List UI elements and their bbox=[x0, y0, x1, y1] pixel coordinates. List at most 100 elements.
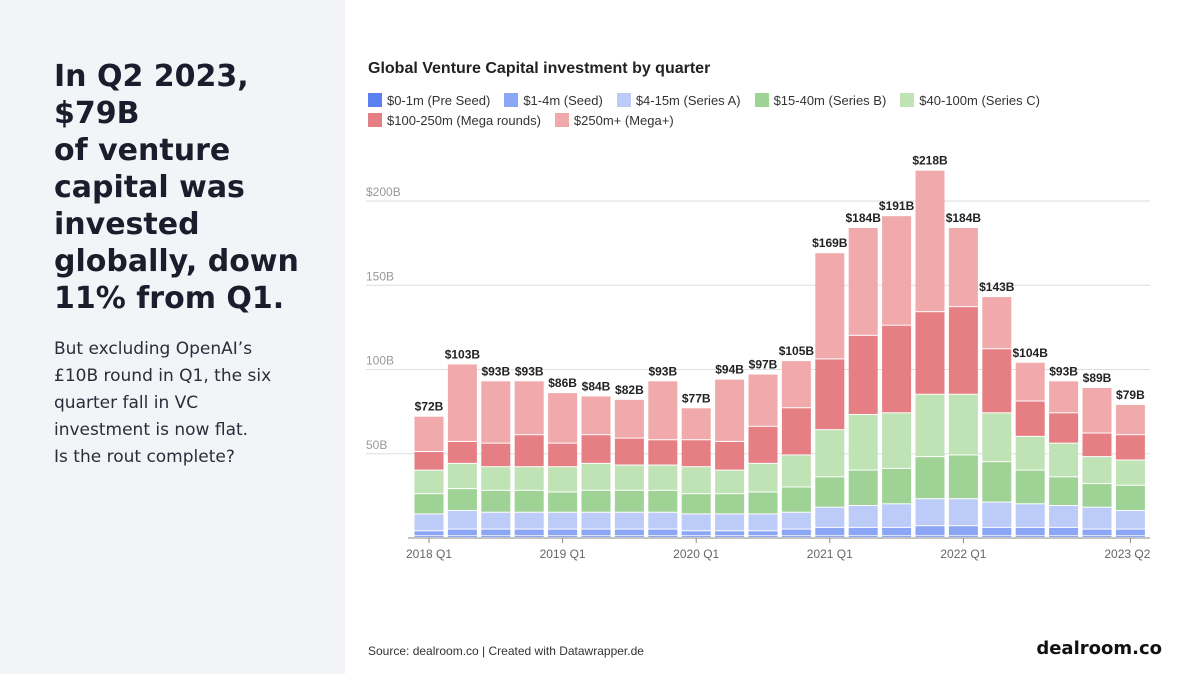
bar-total-label: $218B bbox=[912, 154, 948, 168]
bar-segment bbox=[882, 325, 912, 413]
bar-segment bbox=[548, 443, 578, 467]
bar-total-label: $93B bbox=[648, 364, 677, 378]
legend-label: $40-100m (Series C) bbox=[919, 92, 1040, 108]
legend-item: $100-250m (Mega rounds) bbox=[368, 113, 541, 128]
bar-segment bbox=[848, 505, 878, 527]
bar-segment bbox=[414, 494, 444, 514]
bar-segment bbox=[1015, 436, 1045, 470]
headline: In Q2 2023, $79B of venture capital was … bbox=[54, 59, 299, 316]
x-tick-label: 2020 Q1 bbox=[673, 547, 719, 561]
bar-segment bbox=[948, 455, 978, 499]
bar-segment bbox=[748, 514, 778, 531]
bar-segment bbox=[915, 457, 945, 499]
y-tick-label: 50B bbox=[366, 438, 387, 452]
bar-total-label: $86B bbox=[548, 376, 577, 390]
bar-segment bbox=[581, 463, 611, 490]
bar-segment bbox=[982, 462, 1012, 502]
bar-segment bbox=[447, 529, 477, 536]
y-tick-label: 100B bbox=[366, 354, 394, 368]
bar-segment bbox=[815, 477, 845, 507]
legend-swatch bbox=[900, 93, 915, 107]
bar-segment bbox=[648, 512, 678, 529]
bar-segment bbox=[982, 502, 1012, 527]
bar-segment bbox=[581, 396, 611, 435]
legend-item: $250m+ (Mega+) bbox=[554, 112, 674, 128]
bar-segment bbox=[982, 349, 1012, 413]
bar-segment bbox=[948, 526, 978, 536]
bar-segment bbox=[1082, 388, 1112, 433]
bar-segment bbox=[414, 452, 444, 470]
bar-segment bbox=[815, 536, 845, 537]
bar-segment bbox=[815, 527, 845, 536]
bar-segment bbox=[948, 227, 978, 307]
bar-segment bbox=[681, 494, 711, 514]
bar-total-label: $82B bbox=[615, 383, 644, 397]
bar-segment bbox=[848, 227, 878, 335]
bar-segment bbox=[548, 467, 578, 492]
bar-segment bbox=[581, 536, 611, 537]
x-tick-label: 2023 Q2 bbox=[1104, 547, 1150, 561]
bar-segment bbox=[1115, 435, 1145, 460]
bar-segment bbox=[481, 490, 511, 512]
bar-segment bbox=[781, 536, 811, 537]
bar-segment bbox=[1082, 484, 1112, 507]
bar-segment bbox=[748, 374, 778, 426]
legend-swatch bbox=[616, 93, 631, 107]
legend-item: $4-15m (Series A) bbox=[616, 93, 741, 108]
bar-segment bbox=[681, 440, 711, 467]
bar-total-label: $143B bbox=[979, 280, 1015, 294]
x-tick-label: 2021 Q1 bbox=[807, 547, 853, 561]
bar-total-label: $104B bbox=[1013, 346, 1049, 360]
x-tick-label: 2019 Q1 bbox=[540, 547, 586, 561]
legend-swatch bbox=[754, 93, 769, 107]
bar-total-label: $89B bbox=[1083, 371, 1112, 385]
bar-segment bbox=[447, 364, 477, 441]
bar-segment bbox=[915, 536, 945, 537]
bar-segment bbox=[481, 529, 511, 536]
chart-legend: $0-1m (Pre Seed) $1-4m (Seed) $4-15m (Seri… bbox=[368, 90, 1088, 130]
bar-segment bbox=[1015, 362, 1045, 401]
bar-segment bbox=[1015, 527, 1045, 536]
bar-segment bbox=[614, 438, 644, 465]
bar-segment bbox=[882, 413, 912, 468]
bar-segment bbox=[848, 527, 878, 536]
bar-segment bbox=[1082, 457, 1112, 484]
bar-segment bbox=[548, 512, 578, 529]
bar-segment bbox=[414, 416, 444, 452]
bar-segment bbox=[648, 490, 678, 512]
bar-segment bbox=[982, 527, 1012, 536]
bar-segment bbox=[748, 426, 778, 463]
bar-segment bbox=[414, 531, 444, 536]
bar-segment bbox=[548, 529, 578, 536]
bar-segment bbox=[514, 467, 544, 490]
bar-segment bbox=[1049, 536, 1079, 537]
bar-segment bbox=[781, 487, 811, 512]
bar-segment bbox=[1082, 536, 1112, 537]
legend-swatch bbox=[368, 93, 382, 107]
bar-segment bbox=[514, 512, 544, 529]
bar-segment bbox=[648, 381, 678, 440]
legend-swatch bbox=[504, 93, 519, 107]
bar-segment bbox=[715, 379, 745, 441]
bar-segment bbox=[815, 507, 845, 527]
bar-segment bbox=[447, 441, 477, 463]
dealroom-logo: dealroom.co bbox=[1036, 638, 1162, 659]
legend-swatch bbox=[368, 113, 382, 127]
bar-segment bbox=[715, 470, 745, 494]
chart-title: Global Venture Capital investment by qua… bbox=[368, 60, 711, 77]
bar-segment bbox=[1049, 527, 1079, 536]
bar-segment bbox=[848, 414, 878, 470]
bar-segment bbox=[514, 381, 544, 435]
bar-segment bbox=[581, 529, 611, 536]
bar-segment bbox=[581, 512, 611, 529]
legend-label: $1-4m (Seed) bbox=[523, 92, 603, 108]
bar-segment bbox=[648, 536, 678, 537]
bar-segment bbox=[1115, 404, 1145, 435]
source-note: Source: dealroom.co | Created with Dataw… bbox=[368, 644, 644, 658]
bar-segment bbox=[581, 490, 611, 512]
legend-label: $250m+ (Mega+) bbox=[573, 112, 674, 128]
bar-segment bbox=[815, 253, 845, 359]
bar-total-label: $79B bbox=[1116, 388, 1145, 402]
bar-segment bbox=[948, 536, 978, 537]
